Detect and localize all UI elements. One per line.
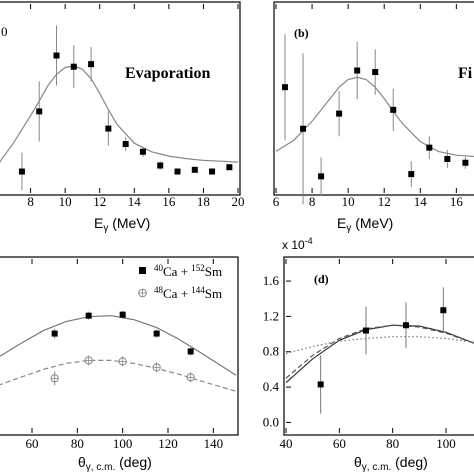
panel-d-multiplier: x 10-4 — [282, 236, 313, 252]
panel-d-y-tick-label: 1.2 — [263, 308, 279, 323]
panel-b-x-tick-label: 12 — [378, 194, 391, 209]
panel-a-x-tick-label: 16 — [162, 194, 176, 209]
legend-entry-2: 48Ca + 144Sm — [154, 285, 222, 301]
panel-a-annotation: Evaporation — [125, 65, 210, 82]
panel-b-data-point — [426, 144, 433, 151]
panel-a-x-tick-label: 18 — [197, 194, 210, 209]
panel-b-data-point — [462, 159, 469, 166]
panel-a-data-point — [70, 63, 77, 70]
panel-d-x-axis-label: θγ, c.m. (deg) — [354, 454, 428, 473]
panel-a-frame — [0, 1, 241, 196]
panel-d-label: (d) — [314, 272, 329, 286]
panel-d-fit-curve-dashed — [285, 324, 474, 379]
panel-b-data-point — [390, 106, 397, 113]
panel-c-frame — [0, 256, 239, 436]
panel-b-data-point — [336, 110, 343, 117]
panel-c-data-point-square — [119, 311, 126, 318]
panel-d-data-point — [403, 322, 409, 329]
panel-b-x-tick-label: 14 — [414, 194, 428, 209]
panel-d-data-point — [363, 327, 369, 334]
panel-c-fit-curve-solid — [0, 315, 237, 376]
panel-b-data-point — [282, 84, 289, 91]
legend-marker-filled-square — [139, 267, 146, 274]
panel-a-data-point — [18, 168, 25, 175]
panel-a-y-tick-0: 0 — [1, 24, 8, 39]
panel-a-data-point — [105, 125, 112, 132]
panel-c-x-tick-label: 80 — [71, 436, 84, 451]
panel-d-x-tick-label: 80 — [386, 436, 399, 451]
legend-entry-1: 40Ca + 152Sm — [154, 263, 222, 279]
panel-b-x-tick-label: 8 — [309, 194, 316, 209]
panel-c-fit-curve-dashed — [0, 359, 237, 392]
panel-a-x-tick-label: 12 — [93, 194, 106, 209]
panel-d-frame — [283, 256, 474, 436]
panel-c-legend: 40Ca + 152Sm 48Ca + 144Sm — [138, 263, 222, 301]
panel-b-x-tick-label: 6 — [273, 194, 280, 209]
panel-b-data-point — [318, 173, 325, 180]
panel-a-fit-curve — [0, 65, 239, 163]
panel-a-data-point — [209, 168, 216, 175]
panel-b-data-point — [408, 171, 415, 178]
panel-b-frame — [273, 1, 474, 196]
panel-a-data-point — [226, 164, 233, 171]
panel-d-y-tick-label: 1.6 — [263, 273, 280, 288]
panel-c-data-point-square — [187, 348, 194, 355]
panel-c-x-tick-label: 140 — [204, 436, 224, 451]
panel-c-data-point-circle — [152, 363, 161, 372]
panel-c-x-tick-label: 120 — [158, 436, 178, 451]
panel-d-fit-curve-dotted — [285, 336, 474, 355]
panel-evaporation: 0 Evaporation 8 10 12 14 16 18 20 Eγ (MeV) — [0, 1, 245, 234]
panel-b-data-point — [372, 69, 379, 76]
panel-b-label: (b) — [294, 26, 309, 40]
panel-c-data-point-circle — [186, 373, 195, 382]
panel-c-data-point-circle — [118, 357, 127, 366]
panel-b-x-axis-label: Eγ (MeV) — [337, 215, 393, 234]
panel-c-x-tick-label: 100 — [113, 436, 133, 451]
panel-a-data-point — [174, 168, 181, 175]
panel-a-data-point — [88, 61, 95, 68]
panel-c: 60 80 100 120 140 40Ca + 152Sm 48Ca + 144Sm … — [0, 256, 239, 473]
panel-c-data-point-square — [153, 330, 160, 337]
panel-d-y-tick-label: 0.8 — [263, 344, 279, 359]
panel-c-data-point-square — [51, 330, 58, 337]
panel-a-data-point — [157, 162, 164, 169]
panel-b-data-point — [300, 125, 307, 132]
panel-c-x-tick-label: 60 — [26, 436, 39, 451]
panel-a-x-tick-label: 8 — [27, 194, 34, 209]
panel-d-data-point — [440, 307, 447, 314]
panel-a-data-point — [53, 52, 60, 59]
panel-fission: (b) Fi 6 8 10 12 14 16 Eγ (MeV) — [273, 1, 474, 234]
panel-a-data-point — [36, 108, 43, 115]
panel-d-x-tick-label: 60 — [333, 436, 346, 451]
panel-d-y-tick-label: 0.4 — [263, 379, 280, 394]
panel-b-data-point — [444, 155, 451, 162]
panel-d: x 10-4 (d) 40 60 80 100 0.0 0.4 0.8 1.2 1.6 θγ, … — [263, 236, 474, 473]
panel-d-fit-curve-solid — [285, 324, 474, 384]
panel-c-data-point-square — [85, 312, 92, 319]
panel-a-x-axis-label: Eγ (MeV) — [94, 215, 150, 234]
panel-d-y-tick-label: 0.0 — [263, 414, 279, 429]
panel-a-data-point — [191, 166, 198, 173]
panel-b-data-point — [354, 67, 361, 74]
panel-a-x-tick-label: 10 — [59, 194, 72, 209]
panel-a-x-tick-label: 14 — [128, 194, 142, 209]
panel-d-x-tick-label: 40 — [280, 436, 293, 451]
panel-c-x-axis-label: θγ, c.m. (deg) — [78, 454, 152, 473]
panel-b-x-tick-label: 10 — [342, 194, 355, 209]
panel-b-x-tick-label: 16 — [450, 194, 464, 209]
panel-a-data-point — [122, 141, 129, 148]
panel-d-x-tick-label: 100 — [436, 436, 456, 451]
panel-c-data-point-circle — [50, 374, 59, 383]
panel-d-data-point — [317, 381, 324, 388]
panel-b-annotation: Fi — [458, 65, 473, 82]
panel-c-data-point-circle — [84, 356, 93, 365]
panel-a-data-point — [139, 148, 146, 155]
panel-a-x-tick-label: 20 — [232, 194, 245, 209]
